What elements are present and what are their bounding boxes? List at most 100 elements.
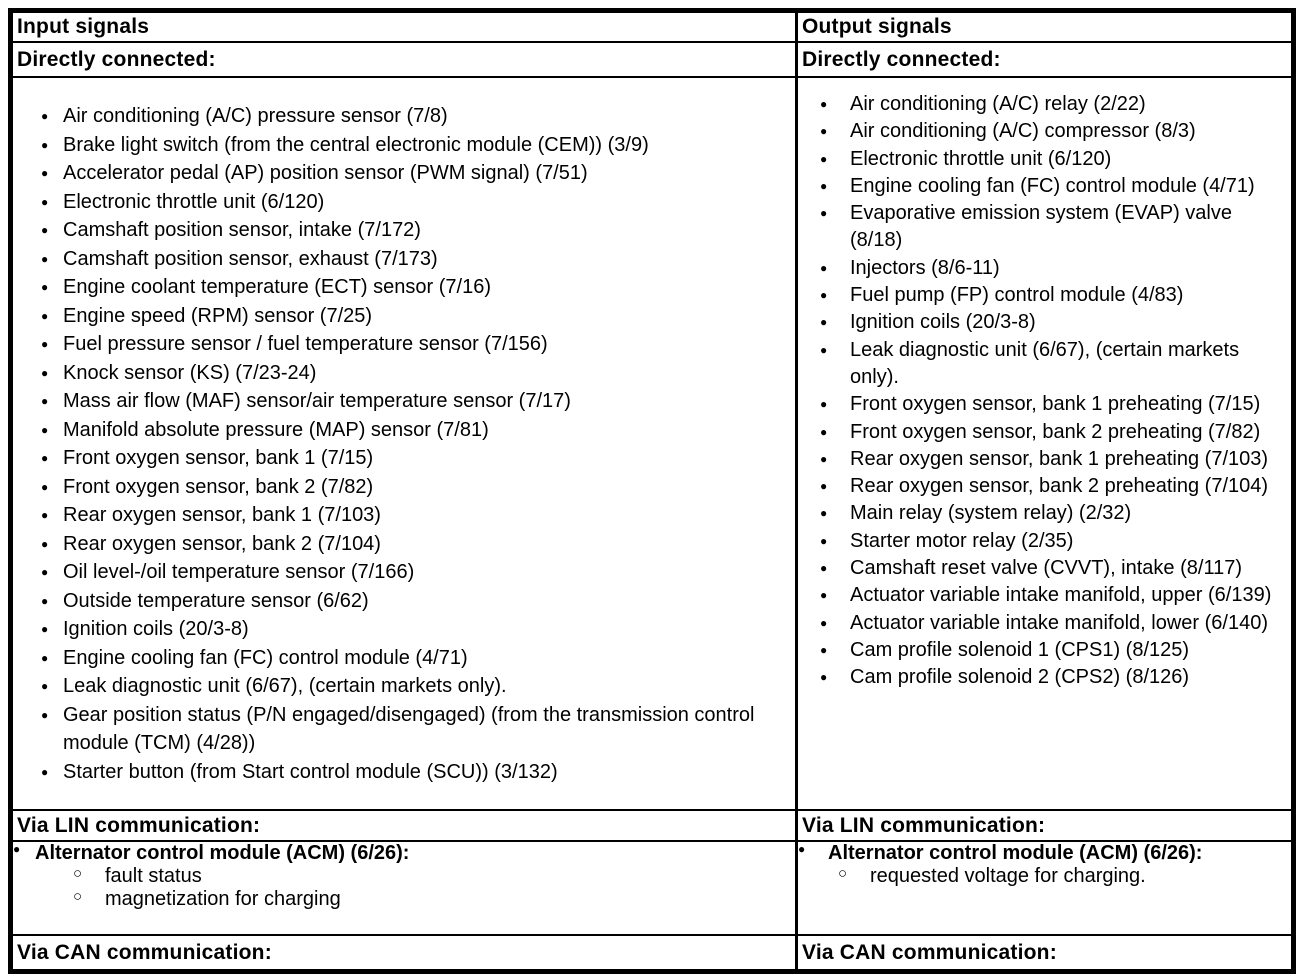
list-item: ● Brake light switch (from the central e… bbox=[41, 131, 787, 160]
list-item: ● Main relay (system relay) (2/32) bbox=[820, 500, 1285, 527]
input-directly-connected-list: ● Air conditioning (A/C) pressure sensor… bbox=[13, 78, 795, 786]
bullet-icon: ● bbox=[41, 451, 49, 465]
list-item-text: Gear position status (P/N engaged/diseng… bbox=[63, 703, 755, 755]
list-item-text: Leak diagnostic unit (6/67), (certain ma… bbox=[63, 675, 507, 697]
list-item: ● Gear position status (P/N engaged/dise… bbox=[41, 701, 787, 758]
signals-table: Input signals Output signals Directly co… bbox=[8, 8, 1296, 974]
list-item-text: Starter motor relay (2/35) bbox=[850, 529, 1074, 552]
bullet-icon: ● bbox=[820, 397, 828, 412]
circle-bullet-icon: ○ bbox=[73, 888, 83, 905]
list-item: ● Cam profile solenoid 2 (CPS2) (8/126) bbox=[820, 664, 1285, 691]
bullet-icon: ● bbox=[41, 109, 49, 123]
list-item: ● Rear oxygen sensor, bank 1 (7/103) bbox=[41, 501, 787, 530]
list-item: ● Electronic throttle unit (6/120) bbox=[41, 188, 787, 217]
list-item: ● Rear oxygen sensor, bank 2 (7/104) bbox=[41, 530, 787, 559]
bullet-icon: ● bbox=[41, 565, 49, 579]
bullet-icon: ● bbox=[820, 288, 828, 303]
bullet-icon: ● bbox=[820, 342, 828, 357]
bullet-icon: ● bbox=[41, 365, 49, 380]
acm-subitem-list: ○ requested voltage for charging. bbox=[838, 865, 1291, 888]
bullet-icon: ● bbox=[41, 650, 49, 665]
input-via-can-label: Via CAN communication: bbox=[13, 936, 798, 969]
bullet-icon: ● bbox=[820, 424, 828, 439]
acm-module-item: ● Alternator control module (ACM) (6/26)… bbox=[13, 842, 795, 865]
list-item: ● Front oxygen sensor, bank 1 (7/15) bbox=[41, 444, 787, 473]
list-item: ● Ignition coils (20/3-8) bbox=[41, 615, 787, 644]
acm-subitem-text: requested voltage for charging. bbox=[870, 865, 1146, 887]
input-directly-connected-label: Directly connected: bbox=[13, 43, 798, 78]
bullet-icon: ● bbox=[798, 842, 806, 856]
output-signals-header-label: Output signals bbox=[802, 15, 952, 38]
list-item-text: Starter button (from Start control modul… bbox=[63, 760, 558, 783]
bullet-icon: ● bbox=[820, 315, 828, 330]
bullet-icon: ● bbox=[41, 280, 49, 294]
list-item: ● Air conditioning (A/C) pressure sensor… bbox=[41, 102, 787, 131]
acm-module-item: ● Alternator control module (ACM) (6/26)… bbox=[798, 842, 1291, 865]
bullet-icon: ● bbox=[820, 670, 828, 685]
bullet-icon: ● bbox=[41, 479, 49, 494]
list-item: ● Front oxygen sensor, bank 2 (7/82) bbox=[41, 473, 787, 502]
via-lin-text: Via LIN communication: bbox=[802, 813, 1046, 837]
list-item: ● Engine cooling fan (FC) control module… bbox=[820, 173, 1285, 200]
list-item: ● Knock sensor (KS) (7/23-24) bbox=[41, 359, 787, 388]
bullet-icon: ● bbox=[820, 451, 828, 466]
list-item: ● Manifold absolute pressure (MAP) senso… bbox=[41, 416, 787, 445]
list-item-text: Electronic throttle unit (6/120) bbox=[850, 147, 1112, 170]
list-item-text: Engine cooling fan (FC) control module (… bbox=[850, 174, 1255, 197]
input-directly-connected-cell: ● Air conditioning (A/C) pressure sensor… bbox=[13, 78, 798, 811]
list-item: ● Leak diagnostic unit (6/67), (certain … bbox=[820, 337, 1285, 392]
bullet-icon: ● bbox=[41, 223, 49, 237]
list-item-text: Fuel pressure sensor / fuel temperature … bbox=[63, 333, 548, 355]
output-via-lin-label: Via LIN communication: bbox=[798, 811, 1291, 842]
bullet-icon: ● bbox=[820, 178, 828, 193]
list-item: ● Camshaft reset valve (CVVT), intake (8… bbox=[820, 555, 1285, 582]
list-item-text: Ignition coils (20/3-8) bbox=[850, 311, 1036, 334]
list-item-text: Injectors (8/6-11) bbox=[850, 256, 1000, 279]
list-item-text: Front oxygen sensor, bank 2 preheating (… bbox=[850, 420, 1261, 443]
via-can-text: Via CAN communication: bbox=[17, 940, 272, 964]
list-item: ● Oil level-/oil temperature sensor (7/1… bbox=[41, 558, 787, 587]
bullet-icon: ● bbox=[41, 166, 49, 180]
list-item: ● Engine cooling fan (FC) control module… bbox=[41, 644, 787, 673]
bullet-icon: ● bbox=[41, 422, 49, 437]
output-via-lin-cell: ● Alternator control module (ACM) (6/26)… bbox=[798, 842, 1291, 936]
list-item: ● Electronic throttle unit (6/120) bbox=[820, 146, 1285, 173]
list-item-text: Air conditioning (A/C) compressor (8/3) bbox=[850, 120, 1196, 143]
bullet-icon: ● bbox=[820, 151, 828, 166]
bullet-icon: ● bbox=[41, 764, 49, 779]
list-item-text: Camshaft position sensor, intake (7/172) bbox=[63, 219, 421, 241]
acm-subitem-text: fault status bbox=[105, 865, 202, 887]
bullet-icon: ● bbox=[820, 588, 828, 603]
bullet-icon: ● bbox=[41, 137, 49, 152]
input-signals-header-label: Input signals bbox=[17, 15, 150, 38]
output-directly-connected-cell: ● Air conditioning (A/C) relay (2/22) ● … bbox=[798, 78, 1291, 811]
list-item-text: Leak diagnostic unit (6/67), (certain ma… bbox=[850, 338, 1240, 388]
bullet-icon: ● bbox=[820, 260, 828, 275]
list-item-text: Ignition coils (20/3-8) bbox=[63, 618, 249, 640]
list-item: ● Mass air flow (MAF) sensor/air tempera… bbox=[41, 387, 787, 416]
list-item-text: Camshaft reset valve (CVVT), intake (8/1… bbox=[850, 557, 1242, 580]
list-item-text: Front oxygen sensor, bank 1 (7/15) bbox=[63, 447, 374, 469]
list-item: ● Front oxygen sensor, bank 1 preheating… bbox=[820, 391, 1285, 418]
list-item: ● Starter button (from Start control mod… bbox=[41, 758, 787, 787]
acm-module-text: Alternator control module (ACM) (6/26): bbox=[828, 842, 1203, 864]
bullet-icon: ● bbox=[13, 842, 21, 856]
list-item-text: Front oxygen sensor, bank 2 (7/82) bbox=[63, 475, 374, 498]
directly-connected-text: Directly connected: bbox=[17, 47, 216, 71]
list-item: ● Cam profile solenoid 1 (CPS1) (8/125) bbox=[820, 637, 1285, 664]
list-item-text: Rear oxygen sensor, bank 1 preheating (7… bbox=[850, 447, 1269, 470]
circle-bullet-icon: ○ bbox=[838, 865, 848, 882]
input-via-lin-label: Via LIN communication: bbox=[13, 811, 798, 842]
output-signals-header: Output signals bbox=[798, 13, 1291, 43]
list-item: ● Fuel pressure sensor / fuel temperatur… bbox=[41, 330, 787, 359]
list-item: ● Rear oxygen sensor, bank 2 preheating … bbox=[820, 473, 1285, 500]
list-item-text: Cam profile solenoid 2 (CPS2) (8/126) bbox=[850, 666, 1190, 689]
bullet-icon: ● bbox=[820, 561, 828, 576]
input-signals-header: Input signals bbox=[13, 13, 798, 43]
list-item-text: Fuel pump (FP) control module (4/83) bbox=[850, 284, 1184, 307]
list-item-text: Rear oxygen sensor, bank 2 preheating (7… bbox=[850, 475, 1269, 498]
list-item: ● Leak diagnostic unit (6/67), (certain … bbox=[41, 672, 787, 701]
bullet-icon: ● bbox=[41, 508, 49, 522]
bullet-icon: ● bbox=[41, 337, 49, 351]
circle-bullet-icon: ○ bbox=[73, 865, 83, 882]
